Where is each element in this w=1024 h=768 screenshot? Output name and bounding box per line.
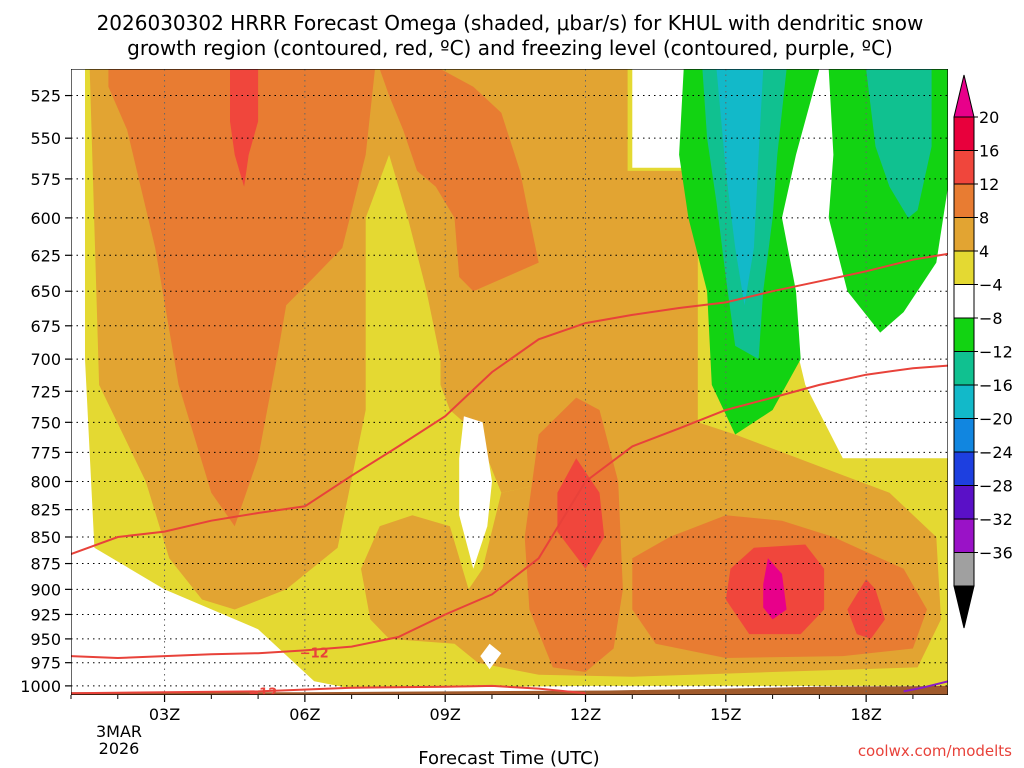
colorbar-label-8: −16 — [979, 376, 1013, 395]
source-credit: coolwx.com/modelts — [858, 742, 1012, 760]
contour-layer: −12 −12 — [71, 252, 948, 701]
colorbar-label-0: 20 — [979, 108, 999, 127]
y-tick-label-725: 725 — [30, 382, 61, 401]
omega-shading-layer — [71, 69, 948, 695]
y-tick-label-600: 600 — [30, 209, 61, 228]
omega-region-very-strong-rising-top — [230, 69, 259, 187]
y-tick-label-525: 525 — [30, 87, 61, 106]
omega-region-strong-sinking — [716, 69, 764, 306]
y-tick-label-750: 750 — [30, 413, 61, 432]
colorbar-label-11: −28 — [979, 477, 1013, 496]
omega-region-strong-rising-upper — [379, 69, 539, 292]
colorbar-swatch-13 — [953, 552, 975, 587]
x-tick-label-18Z: 18Z — [850, 705, 881, 724]
chart-title-line-2: growth region (contoured, red, ºC) and f… — [127, 36, 893, 60]
date-label-day: 3MAR — [96, 722, 142, 741]
y-tick-label-950: 950 — [30, 630, 61, 649]
y-tick-label-975: 975 — [30, 654, 61, 673]
y-tick-label-850: 850 — [30, 528, 61, 547]
y-tick-label-775: 775 — [30, 443, 61, 462]
colorbar-swatch-9 — [953, 418, 975, 453]
x-tick-label-12Z: 12Z — [570, 705, 601, 724]
y-tick-label-925: 925 — [30, 605, 61, 624]
dgz-contour-upper — [71, 252, 948, 556]
colorbar-label-5: −4 — [979, 276, 1003, 295]
colorbar-label-2: 12 — [979, 175, 999, 194]
freezing-level-contour — [903, 680, 948, 693]
contour-label-1: −12 — [248, 686, 277, 701]
colorbar-swatch-8 — [953, 384, 975, 419]
y-tick-label-800: 800 — [30, 472, 61, 491]
colorbar-label-10: −24 — [979, 443, 1013, 462]
colorbar-swatch-7 — [953, 351, 975, 386]
y-tick-label-825: 825 — [30, 501, 61, 520]
colorbar-bottom-arrow — [953, 585, 975, 629]
x-axis: 3MAR 2026 03Z 06Z 09Z 12Z 15Z 18Z — [70, 695, 914, 758]
y-axis: 525 550 575 600 625 650 675 700 725 750 775 800 825 8… — [20, 87, 71, 696]
y-tick-label-550: 550 — [30, 129, 61, 148]
omega-region-very-strong-rising-mid — [557, 458, 605, 569]
colorbar-swatch-11 — [953, 485, 975, 520]
colorbar-swatch-1 — [953, 150, 975, 185]
date-label-year: 2026 — [99, 739, 140, 758]
colorbar-swatch-3 — [953, 217, 975, 252]
colorbar-swatch-12 — [953, 518, 975, 553]
colorbar-label-1: 16 — [979, 142, 999, 161]
colorbar-label-7: −12 — [979, 343, 1013, 362]
colorbar-swatch-6 — [953, 317, 975, 352]
colorbar-label-13: −36 — [979, 544, 1013, 563]
colorbar-label-9: −20 — [979, 410, 1013, 429]
x-tick-label-03Z: 03Z — [149, 705, 180, 724]
contour-label-0: −12 — [300, 646, 329, 661]
y-tick-label-675: 675 — [30, 317, 61, 336]
colorbar-label-3: 8 — [979, 209, 989, 228]
y-tick-label-650: 650 — [30, 282, 61, 301]
x-tick-label-09Z: 09Z — [430, 705, 461, 724]
y-tick-label-575: 575 — [30, 170, 61, 189]
dgz-contour-lower — [71, 364, 948, 660]
omega-region-strong-rising-north — [108, 69, 376, 527]
surface-below-ground — [71, 685, 948, 695]
colorbar-top-arrow — [953, 74, 975, 118]
colorbar-swatch-0 — [953, 116, 975, 151]
chart-title-line-1: 2026030302 HRRR Forecast Omega (shaded, … — [97, 11, 924, 35]
omega-region-extreme-rising — [763, 558, 787, 620]
x-tick-label-06Z: 06Z — [289, 705, 320, 724]
x-axis-title: Forecast Time (UTC) — [418, 748, 599, 768]
omega-region-mod-sinking-b — [866, 69, 932, 218]
colorbar-swatch-5 — [953, 284, 975, 319]
y-tick-label-700: 700 — [30, 350, 61, 369]
x-tick-label-15Z: 15Z — [710, 705, 741, 724]
colorbar-label-4: 4 — [979, 242, 989, 261]
plot-area: −12 −12 — [71, 69, 948, 701]
y-tick-label-1000: 1000 — [20, 677, 61, 696]
y-tick-label-900: 900 — [30, 580, 61, 599]
colorbar-label-12: −32 — [979, 510, 1013, 529]
colorbar-swatch-2 — [953, 183, 975, 218]
colorbar-swatch-10 — [953, 451, 975, 486]
colorbar-label-6: −8 — [979, 309, 1003, 328]
dgz-contour-surface — [71, 684, 586, 695]
y-tick-label-625: 625 — [30, 246, 61, 265]
y-tick-label-875: 875 — [30, 555, 61, 574]
colorbar: 20 16 12 8 4 −4 −8 −12 −16 −20 −24 −28 −32 −36 — [953, 74, 1013, 629]
omega-region-near-zero-hole-a — [459, 416, 492, 569]
colorbar-swatch-4 — [953, 250, 975, 285]
omega-region-near-zero-hole-b — [480, 643, 502, 670]
